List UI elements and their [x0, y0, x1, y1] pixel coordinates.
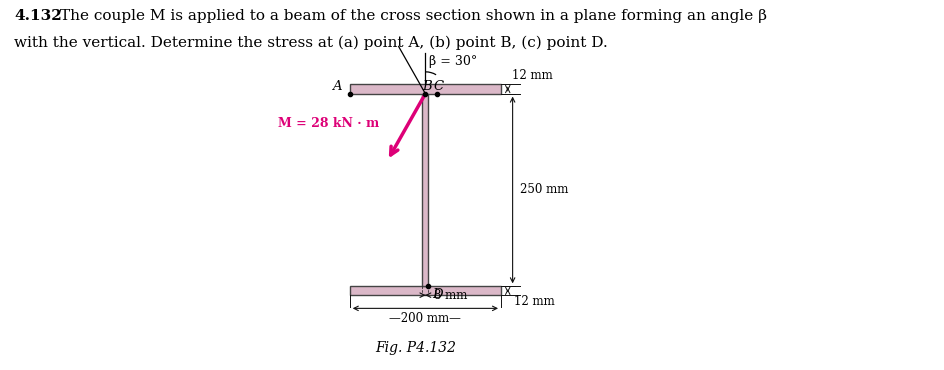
Text: with the vertical. Determine the stress at (a) point A, (b) point B, (c) point D: with the vertical. Determine the stress …	[14, 35, 607, 50]
Text: B: B	[422, 80, 431, 93]
Text: 8 mm: 8 mm	[434, 289, 467, 302]
Bar	[422, 94, 428, 286]
Text: β = 30°: β = 30°	[429, 55, 477, 68]
Text: D: D	[431, 288, 443, 301]
Text: The couple M is applied to a beam of the cross section shown in a plane forming : The couple M is applied to a beam of the…	[59, 9, 767, 23]
Text: C: C	[432, 80, 443, 93]
Text: A: A	[332, 80, 342, 93]
Text: 250 mm: 250 mm	[520, 184, 568, 196]
Text: M = 28 kN · m: M = 28 kN · m	[278, 117, 379, 130]
Bar	[349, 84, 500, 94]
Text: 12 mm: 12 mm	[511, 70, 552, 83]
Text: —200 mm—: —200 mm—	[389, 312, 461, 325]
Text: Fig. P4.132: Fig. P4.132	[375, 341, 456, 355]
Bar	[349, 286, 500, 296]
Text: 4.132: 4.132	[14, 9, 61, 23]
Text: 12 mm: 12 mm	[513, 295, 554, 308]
